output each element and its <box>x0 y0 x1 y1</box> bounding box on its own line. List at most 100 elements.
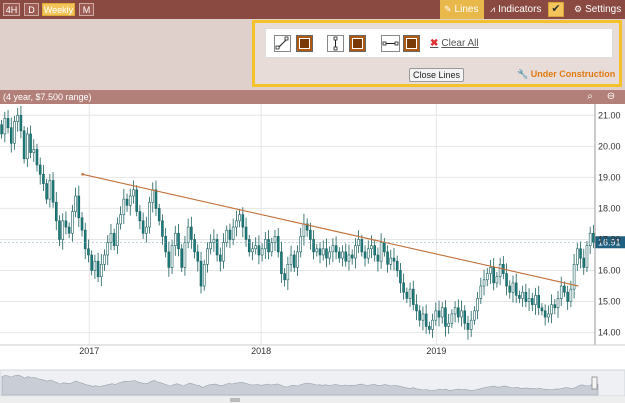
candle <box>64 220 68 228</box>
candle <box>482 279 486 287</box>
period-monthly-button[interactable]: M <box>79 3 94 16</box>
horizontal-line-color-swatch[interactable] <box>403 35 420 52</box>
candle <box>376 254 380 262</box>
candle <box>177 232 180 250</box>
candle <box>431 319 434 330</box>
candle <box>38 164 42 175</box>
navigator-scrollbar[interactable] <box>0 397 625 403</box>
vertical-line-tool-icon[interactable] <box>327 35 344 52</box>
candle <box>428 326 431 330</box>
candle <box>576 248 579 265</box>
period-weekly-button[interactable]: Weekly <box>42 3 75 16</box>
y-tick-label: 20.00 <box>598 141 621 151</box>
candle <box>492 267 495 284</box>
candle <box>83 229 87 250</box>
candle <box>302 223 306 237</box>
candle <box>74 195 77 212</box>
indicators-button[interactable]: ⩘ Indicators <box>487 0 545 19</box>
candle <box>463 310 467 324</box>
candle <box>244 226 248 240</box>
candle <box>476 298 479 312</box>
candle <box>559 285 563 299</box>
navigator[interactable] <box>0 369 625 403</box>
settings-button[interactable]: ⚙ Settings <box>571 0 625 19</box>
candle <box>148 201 151 228</box>
candle <box>90 254 93 271</box>
lines-button[interactable]: ✎ Lines <box>440 0 484 19</box>
candle <box>405 291 409 299</box>
toggle-checkbox[interactable]: ✔ <box>548 2 564 17</box>
candle <box>547 313 550 318</box>
candle <box>395 260 399 271</box>
candle <box>585 245 589 268</box>
candle <box>479 285 483 299</box>
candle <box>71 211 74 234</box>
zoom-out-icon[interactable]: ⊖ <box>606 91 616 102</box>
y-tick-label: 15.00 <box>598 297 621 307</box>
candle <box>19 115 23 132</box>
candle <box>45 183 48 200</box>
candle <box>16 115 19 122</box>
candle <box>87 248 90 256</box>
plot-area <box>0 104 595 347</box>
candle <box>450 313 454 324</box>
period-daily-button[interactable]: D <box>24 3 39 16</box>
candle <box>402 282 405 293</box>
navigator-series <box>1 374 599 396</box>
candle <box>592 232 595 243</box>
candle <box>6 118 10 129</box>
last-price-box <box>595 236 625 249</box>
candle <box>469 319 473 330</box>
candle <box>524 291 528 302</box>
candle <box>257 245 261 256</box>
candle <box>9 127 13 144</box>
candle <box>80 217 84 231</box>
candle <box>296 251 299 268</box>
candle <box>389 257 393 265</box>
candle <box>103 254 106 265</box>
candle <box>514 282 518 296</box>
candle <box>51 180 55 203</box>
period-4h-button[interactable]: 4H <box>3 3 20 16</box>
candle <box>408 288 412 299</box>
candle <box>534 295 537 305</box>
candle <box>588 232 592 246</box>
zoom-in-icon[interactable]: ⌕ <box>587 91 593 102</box>
candle <box>421 313 425 321</box>
candle <box>440 307 444 318</box>
candle <box>48 180 52 200</box>
candle <box>100 263 103 278</box>
candle <box>363 251 367 259</box>
navigator-scrollbar-thumb[interactable] <box>230 398 240 402</box>
candle <box>264 239 267 250</box>
x-tick-label: 2019 <box>426 346 446 356</box>
candle <box>424 313 428 327</box>
diagonal-line-color-swatch[interactable] <box>296 35 313 52</box>
candle <box>383 242 386 253</box>
candle <box>572 263 576 290</box>
y-tick-label: 18.00 <box>598 203 621 213</box>
diagonal-line-tool-icon[interactable] <box>274 35 291 52</box>
candle <box>299 236 303 253</box>
candle <box>485 273 489 281</box>
candle <box>119 214 122 225</box>
candle <box>164 236 167 253</box>
candle <box>338 251 341 259</box>
candle <box>521 291 524 299</box>
candle <box>392 257 396 262</box>
vertical-line-color-swatch[interactable] <box>349 35 366 52</box>
candle <box>360 239 364 253</box>
candle <box>254 245 257 250</box>
clear-all-link[interactable]: ✖ Clear All <box>430 38 479 49</box>
horizontal-line-tool-icon[interactable] <box>381 35 400 52</box>
candle <box>267 239 270 253</box>
navigator-handle-right[interactable] <box>591 376 598 390</box>
candle <box>460 310 463 318</box>
candle <box>341 251 344 259</box>
close-lines-button[interactable]: Close Lines <box>409 68 464 82</box>
clear-all-label: Clear All <box>441 38 479 49</box>
candle <box>170 245 174 268</box>
candle <box>13 121 16 144</box>
candle <box>370 245 373 250</box>
